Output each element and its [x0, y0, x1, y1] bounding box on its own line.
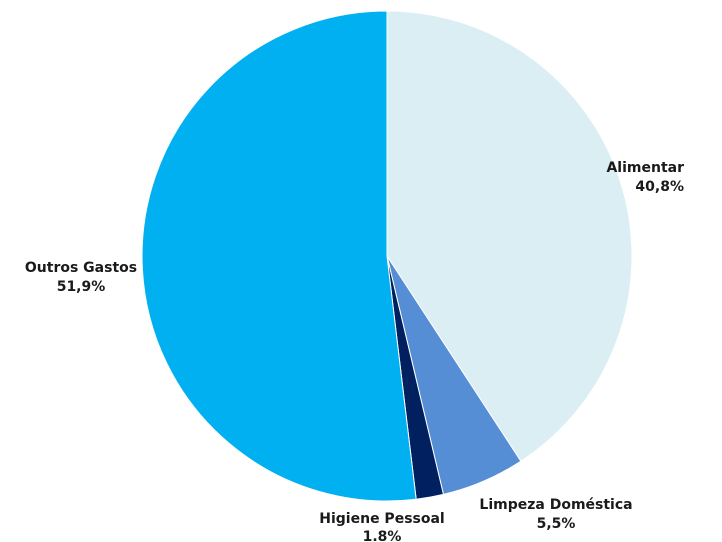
slice-label-higiene-pessoal: Higiene Pessoal 1.8%: [319, 511, 444, 542]
pie-slice-alimentar: [386, 10, 633, 462]
slice-label-alimentar-value: 40,8%: [635, 179, 684, 195]
slice-label-outros-gastos: Outros Gastos 51,9%: [25, 260, 137, 295]
slice-label-higiene-pessoal-name: Higiene Pessoal: [319, 511, 444, 527]
slice-label-alimentar: Alimentar 40,8%: [606, 160, 684, 195]
slice-label-alimentar-name: Alimentar: [606, 160, 684, 176]
slice-label-higiene-pessoal-value: 1.8%: [363, 529, 402, 542]
slice-label-limpeza-domestica-value: 5,5%: [537, 516, 576, 532]
pie-slice-outros-gastos: [141, 10, 417, 502]
slice-label-outros-gastos-value: 51,9%: [57, 279, 106, 295]
pie-slices: [141, 10, 633, 502]
slice-label-outros-gastos-name: Outros Gastos: [25, 260, 137, 276]
slice-label-limpeza-domestica-name: Limpeza Doméstica: [479, 497, 632, 513]
slice-label-limpeza-domestica: Limpeza Doméstica 5,5%: [479, 497, 632, 532]
